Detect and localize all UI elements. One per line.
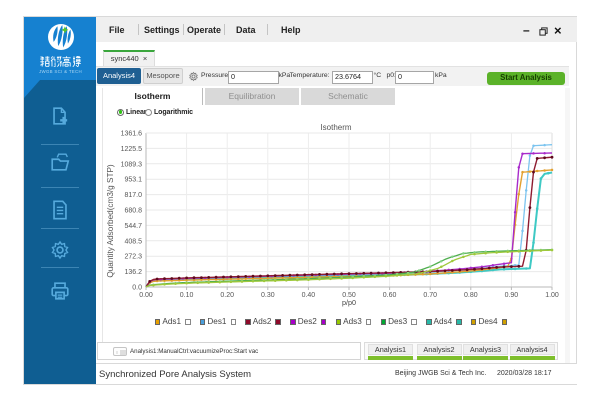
svg-text:0.90: 0.90 <box>505 292 519 299</box>
svg-text:136.2: 136.2 <box>124 269 142 276</box>
svg-text:1089.3: 1089.3 <box>121 161 143 168</box>
svg-text:0.80: 0.80 <box>464 292 478 299</box>
svg-text:0.50: 0.50 <box>342 292 356 299</box>
svg-text:544.7: 544.7 <box>124 223 142 230</box>
svg-text:0.70: 0.70 <box>423 292 437 299</box>
svg-text:0.20: 0.20 <box>220 292 234 299</box>
svg-text:0.10: 0.10 <box>180 292 194 299</box>
svg-text:p/p0: p/p0 <box>342 298 356 307</box>
svg-text:1.00: 1.00 <box>545 292 559 299</box>
svg-text:408.5: 408.5 <box>124 238 142 245</box>
svg-text:0.00: 0.00 <box>139 292 153 299</box>
svg-text:0.60: 0.60 <box>383 292 397 299</box>
svg-text:0.40: 0.40 <box>302 292 316 299</box>
svg-text:1225.5: 1225.5 <box>121 146 143 153</box>
svg-text:953.1: 953.1 <box>124 177 142 184</box>
svg-text:0.30: 0.30 <box>261 292 275 299</box>
svg-text:Quantity Adsorbed(cm3/g STP): Quantity Adsorbed(cm3/g STP) <box>106 164 115 278</box>
svg-text:817.0: 817.0 <box>124 192 142 199</box>
svg-text:Isotherm: Isotherm <box>320 123 351 132</box>
svg-text:1361.6: 1361.6 <box>121 131 143 138</box>
svg-text:0.0: 0.0 <box>132 285 142 292</box>
svg-text:272.3: 272.3 <box>124 254 142 261</box>
svg-text:680.8: 680.8 <box>124 208 142 215</box>
